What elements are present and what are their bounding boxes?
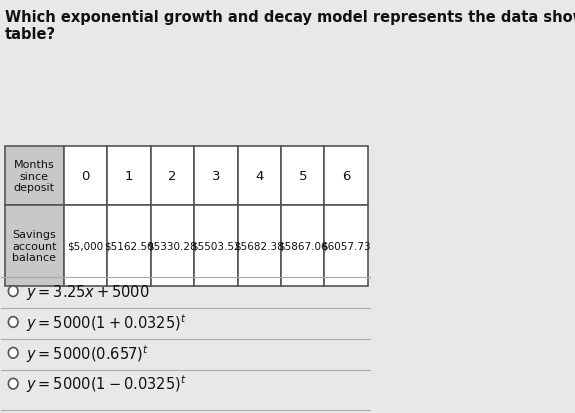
Text: $y = 5000(0.657)^t$: $y = 5000(0.657)^t$ [26,342,150,364]
Text: $6057.73: $6057.73 [321,241,371,251]
Bar [107,147,151,206]
Text: $y = 5000(1 - 0.0325)^t$: $y = 5000(1 - 0.0325)^t$ [26,373,187,394]
Bar [281,147,324,206]
Text: Savings
account
balance: Savings account balance [12,230,56,263]
Circle shape [9,286,18,297]
Text: $y = 5000(1 + 0.0325)^t$: $y = 5000(1 + 0.0325)^t$ [26,311,187,333]
Text: $y = 3.25x + 5000$: $y = 3.25x + 5000$ [26,282,150,301]
Text: $5867.06: $5867.06 [278,241,328,251]
Bar [151,206,194,287]
Bar [151,147,194,206]
Bar [5,147,64,206]
Bar [194,206,237,287]
Bar [237,147,281,206]
Bar [281,206,324,287]
Text: 3: 3 [212,170,220,183]
Text: Months
since
deposit: Months since deposit [14,160,55,193]
Text: 1: 1 [125,170,133,183]
Text: $5162.50: $5162.50 [104,241,154,251]
Text: 5: 5 [298,170,307,183]
Bar [194,147,237,206]
Text: Which exponential growth and decay model represents the data shown in the
table?: Which exponential growth and decay model… [5,9,575,42]
Text: 4: 4 [255,170,263,183]
Text: 6: 6 [342,170,350,183]
Circle shape [9,317,18,328]
Text: 0: 0 [81,170,90,183]
Text: $5330.28: $5330.28 [148,241,197,251]
Bar [5,206,64,287]
Bar [64,206,107,287]
Bar [324,147,368,206]
Bar [324,206,368,287]
Bar [107,206,151,287]
Circle shape [9,348,18,358]
Text: 2: 2 [168,170,177,183]
Bar [64,147,107,206]
Text: $5503.52: $5503.52 [191,241,240,251]
Text: $5,000: $5,000 [67,241,104,251]
Text: $5682.38: $5682.38 [235,241,284,251]
Circle shape [9,378,18,389]
Bar [237,206,281,287]
